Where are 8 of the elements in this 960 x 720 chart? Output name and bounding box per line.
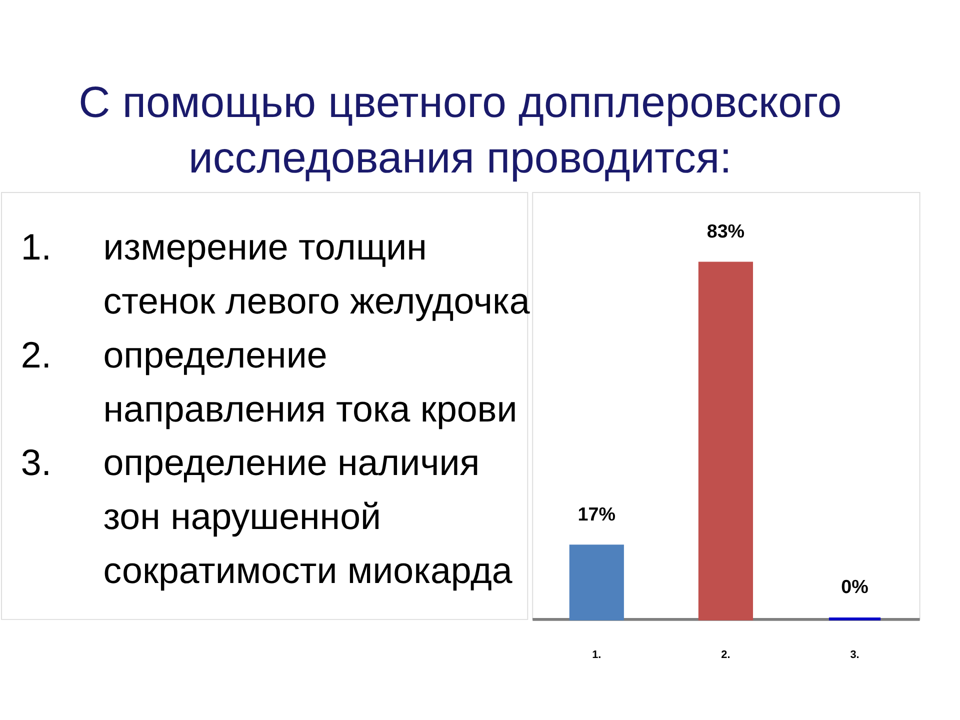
data-label: 17% [578, 503, 616, 524]
x-tick-label: 2. [721, 649, 730, 662]
data-label: 83% [706, 220, 745, 242]
chart-title: С помощью цветного допплеровского исследования проводится: [78, 78, 842, 183]
data-label: 0% [841, 576, 869, 598]
x-tick-label: 3. [850, 649, 860, 662]
text: 3. определение наличия зон нарушенной сократимости миокарда [20, 442, 512, 592]
x-tick-label: 1. [592, 649, 602, 662]
